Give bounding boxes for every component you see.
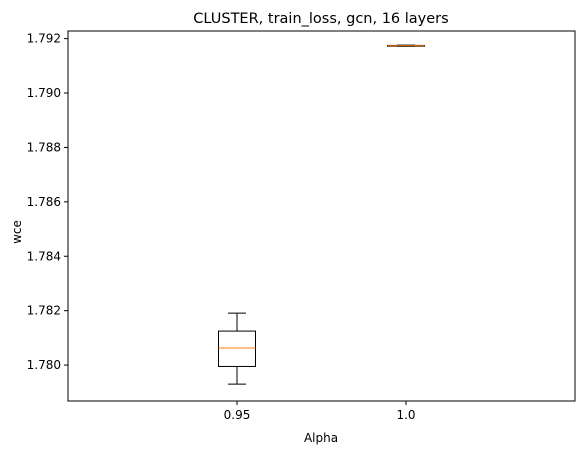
y-axis-label: wce bbox=[10, 220, 24, 244]
y-tick-label: 1.788 bbox=[27, 140, 61, 154]
axes-frame bbox=[68, 31, 575, 401]
y-tick-label: 1.782 bbox=[27, 304, 61, 318]
y-tick-label: 1.784 bbox=[27, 249, 61, 263]
y-tick-label: 1.790 bbox=[27, 86, 61, 100]
chart-title: CLUSTER, train_loss, gcn, 16 layers bbox=[193, 11, 448, 27]
plot-area: 1.780 1.782 1.784 1.786 1.788 1.790 1.792 0.95 1… bbox=[27, 31, 575, 422]
x-axis-label: Alpha bbox=[304, 431, 338, 445]
x-tick-label: 1.0 bbox=[396, 408, 415, 422]
box bbox=[219, 331, 256, 366]
x-tick-label: 0.95 bbox=[224, 408, 251, 422]
y-tick-label: 1.792 bbox=[27, 32, 61, 46]
y-tick-label: 1.780 bbox=[27, 358, 61, 372]
y-tick-label: 1.786 bbox=[27, 195, 61, 209]
